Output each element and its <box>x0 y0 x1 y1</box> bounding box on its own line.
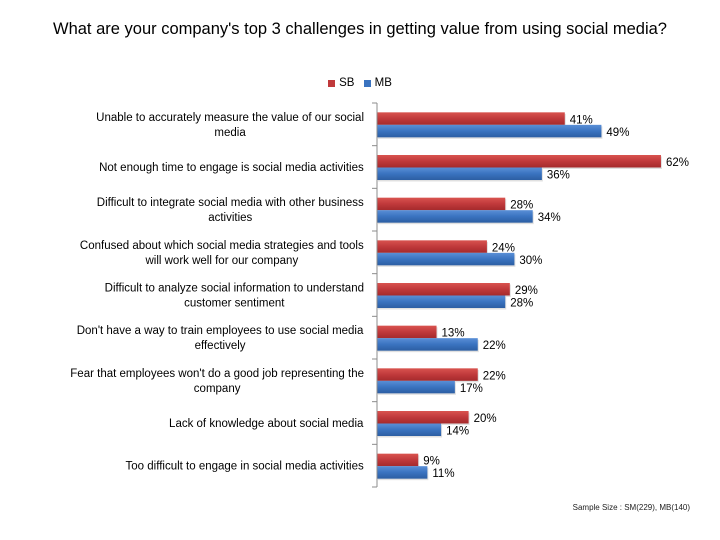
data-label-sb: 29% <box>515 285 538 297</box>
bar-sb <box>377 283 510 296</box>
bar-mb <box>377 167 542 180</box>
category-label-line: company <box>194 383 241 395</box>
category-label: Lack of knowledge about social media <box>169 418 364 430</box>
category-label-line: Fear that employees won't do a good job … <box>70 368 364 380</box>
category-label: Not enough time to engage is social medi… <box>99 162 364 174</box>
bar-mb <box>377 210 533 223</box>
legend-item-mb: MB <box>363 77 392 89</box>
category-labels-group: Unable to accurately measure the value o… <box>70 112 364 473</box>
data-label-sb: 24% <box>492 242 515 254</box>
category-label-line: Too difficult to engage in social media … <box>126 461 364 473</box>
legend-label-sb: SB <box>339 77 355 89</box>
bar-mb <box>377 252 515 266</box>
bar-sb <box>377 325 437 339</box>
chart-title: What are your company's top 3 challenges… <box>53 20 667 38</box>
category-label: Fear that employees won't do a good job … <box>70 368 364 395</box>
category-label-line: will work well for our company <box>144 255 298 267</box>
data-label-sb: 9% <box>423 456 440 468</box>
data-label-mb: 28% <box>510 298 533 310</box>
bar-sb <box>377 411 469 424</box>
bar-sb <box>377 240 487 253</box>
bar-mb <box>377 466 428 479</box>
category-label: Difficult to integrate social media with… <box>97 197 364 224</box>
data-label-mb: 36% <box>547 170 570 182</box>
category-label-line: Confused about which social media strate… <box>80 240 364 252</box>
legend: SB MB <box>0 77 720 90</box>
data-label-sb: 28% <box>510 200 533 212</box>
data-label-sb: 41% <box>570 114 593 126</box>
data-label-sb: 13% <box>442 328 465 340</box>
category-label-line: Difficult to analyze social information … <box>105 283 364 295</box>
category-label-line: effectively <box>195 340 246 352</box>
legend-swatch-mb <box>363 79 371 87</box>
bars-group: 41%49%62%36%28%34%24%30%29%28%13%22%22%1… <box>377 112 689 481</box>
category-label-line: activities <box>208 212 252 224</box>
category-label-line: media <box>214 127 246 139</box>
bar-sb <box>377 197 506 211</box>
category-label-line: customer sentiment <box>184 298 285 310</box>
category-label: Too difficult to engage in social media … <box>126 461 364 473</box>
bar-sb <box>377 155 661 168</box>
data-label-mb: 30% <box>519 255 542 267</box>
legend-swatch-sb <box>328 79 336 87</box>
data-label-mb: 49% <box>606 127 629 139</box>
bar-mb <box>377 380 455 394</box>
data-label-mb: 14% <box>446 426 469 438</box>
data-label-mb: 22% <box>483 340 506 352</box>
data-label-mb: 34% <box>538 212 561 224</box>
data-label-sb: 22% <box>483 370 506 382</box>
bar-sb <box>377 112 565 125</box>
category-label: Confused about which social media strate… <box>80 240 364 267</box>
legend-item-sb: SB <box>328 77 354 89</box>
bar-mb <box>377 124 602 138</box>
category-label-line: Not enough time to engage is social medi… <box>99 162 364 174</box>
category-label-line: Don't have a way to train employees to u… <box>77 325 364 337</box>
category-label: Difficult to analyze social information … <box>105 283 364 310</box>
bar-sb <box>377 453 419 467</box>
y-axis <box>372 102 378 488</box>
data-label-sb: 62% <box>666 157 689 169</box>
legend-label-mb: MB <box>374 77 392 89</box>
category-label: Unable to accurately measure the value o… <box>96 112 364 139</box>
sample-size-note: Sample Size : SM(229), MB(140) <box>572 503 690 512</box>
category-label-line: Unable to accurately measure the value o… <box>96 112 364 124</box>
category-label-line: Difficult to integrate social media with… <box>97 197 364 209</box>
bar-mb <box>377 338 478 351</box>
bar-sb <box>377 368 478 381</box>
category-label: Don't have a way to train employees to u… <box>77 325 364 352</box>
data-label-mb: 11% <box>432 468 454 480</box>
category-label-line: Lack of knowledge about social media <box>169 418 364 430</box>
data-label-sb: 20% <box>474 413 497 425</box>
bar-mb <box>377 423 442 436</box>
bar-mb <box>377 295 506 308</box>
data-label-mb: 17% <box>460 383 483 395</box>
